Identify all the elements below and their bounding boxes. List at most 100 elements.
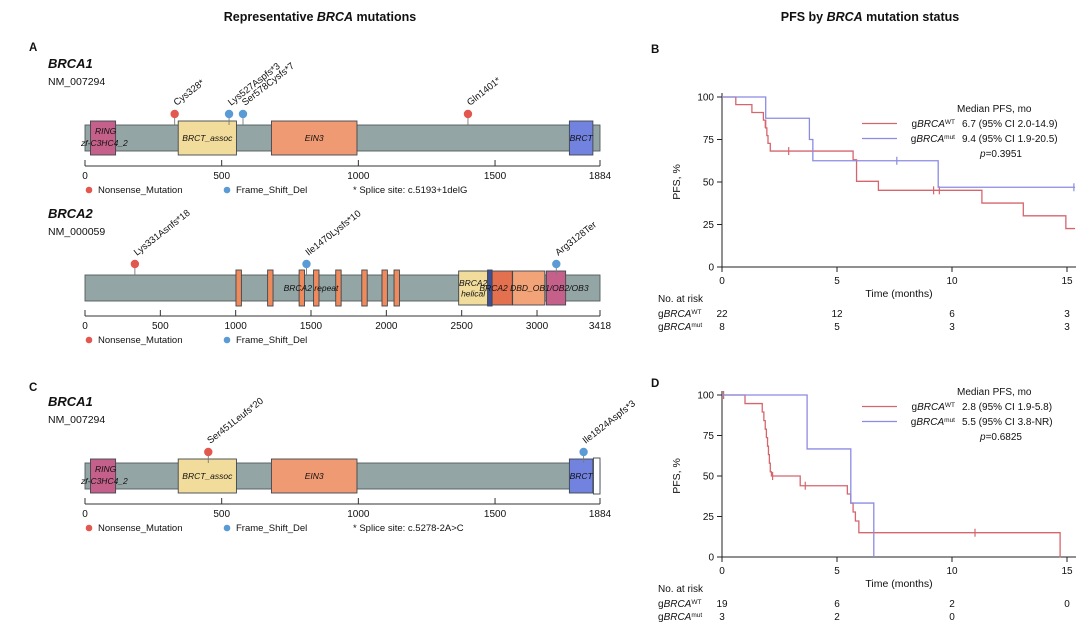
km-plot-b: 0 25 50 75 100 0 5 10 15 Time (months) PFS, % Media…: [658, 93, 1076, 333]
domain-label-EIN3: EIN3: [305, 471, 324, 481]
legend-label: Nonsense_Mutation: [98, 523, 183, 534]
domain-BRCT: [568, 458, 594, 494]
panel-a-brca1-lollipop: BRCA1 NM_007294 BRCT_assoc EIN3 BRCT RING zf-C…: [40, 54, 640, 219]
km-curve-gBRCA-mut: [722, 96, 1076, 188]
aa-axis-tick-label: 0: [82, 321, 88, 332]
risk-value: 0: [1064, 599, 1070, 610]
x-tick-label: 5: [834, 276, 840, 287]
mutation-dot-frameshift: [579, 447, 588, 457]
domain-BRC-repeat-1: [235, 269, 242, 307]
p-value: p=0.3951: [979, 149, 1022, 160]
panel-c-brca1-lollipop: BRCA1 NM_007294 BRCT_assoc EIN3 BRCT RING zf-C…: [40, 392, 640, 567]
gene-name: BRCA1: [48, 56, 93, 71]
risk-value: 3: [719, 612, 725, 623]
domain-label-EIN3: EIN3: [305, 133, 324, 143]
risk-table-header: No. at risk: [658, 294, 704, 305]
legend-series-name: gBRCAmut: [911, 134, 955, 145]
domain-OB2: [512, 270, 546, 306]
mutation-dot-frameshift: [238, 109, 248, 119]
aa-axis-tick-label: 500: [213, 509, 230, 520]
aa-axis-tick-label: 1000: [225, 321, 248, 332]
domain-BRC-repeat-8: [393, 269, 400, 307]
domain-label-zf: zf-C3HC4_2: [80, 138, 128, 148]
p-value: p=0.6825: [979, 432, 1022, 443]
y-tick-label: 50: [703, 472, 715, 483]
aa-axis-tick-label: 1884: [589, 509, 612, 520]
domain-label-BRCT: BRCT: [570, 133, 594, 143]
mutation-dot-nonsense: [204, 447, 213, 457]
y-tick-label: 50: [703, 178, 715, 189]
gene-name: BRCA2: [48, 206, 94, 221]
domain-EIN3: [270, 458, 358, 494]
panel-label-c: C: [29, 382, 38, 394]
mutation-dot-frameshift: [302, 259, 311, 269]
km-curve-gBRCA-mut: [722, 394, 875, 557]
legend-label: Frame_Shift_Del: [236, 185, 307, 196]
aa-axis-tick-label: 500: [213, 171, 230, 182]
domain-BRCT_assoc: [177, 458, 237, 494]
risk-row-label: gBRCAWT: [658, 309, 701, 320]
risk-value: 8: [719, 322, 725, 333]
mutation-label: Ile1470Lysfs*10: [304, 208, 364, 258]
x-tick-label: 10: [946, 566, 958, 577]
domain-label-zf: zf-C3HC4_2: [80, 476, 128, 486]
x-tick-label: 0: [719, 566, 725, 577]
legend-series-name: gBRCAWT: [912, 402, 955, 413]
km-curve-gBRCA-WT: [722, 96, 1076, 230]
aa-axis-tick-label: 500: [152, 321, 169, 332]
aa-axis-tick-label: 3000: [526, 321, 549, 332]
domain-BRC-repeat-7: [381, 269, 388, 307]
mutation-label: Cys328*: [172, 77, 207, 108]
legend-median-value: 2.8 (95% CI 1.9-5.8): [962, 402, 1052, 413]
aa-axis-tick-label: 0: [82, 509, 88, 520]
panel-label-a: A: [29, 42, 38, 54]
legend-series-name: gBRCAWT: [912, 119, 955, 130]
risk-value: 2: [834, 612, 840, 623]
mutation-dot-nonsense: [463, 109, 473, 119]
legend-dot-nonsense: [85, 336, 93, 344]
y-tick-label: 100: [697, 391, 714, 402]
splice-site-note: * Splice site: c.5193+1delG: [353, 185, 467, 196]
domain-label-BRCT_assoc: BRCT_assoc: [182, 133, 233, 143]
km-plot-d: 0 25 50 75 100 0 5 10 15 Time (months) PFS, % Media…: [658, 387, 1076, 623]
risk-table-header: No. at risk: [658, 584, 704, 595]
right-column-title: PFS by BRCA mutation status: [780, 10, 960, 24]
y-tick-label: 25: [703, 512, 715, 523]
domain-BRCT: [568, 120, 594, 156]
legend-median-value: 5.5 (95% CI 3.8-NR): [962, 417, 1053, 428]
legend-label: Frame_Shift_Del: [236, 523, 307, 534]
domain-BRCT_assoc: [177, 120, 237, 156]
aa-axis-tick-label: 1000: [347, 509, 370, 520]
legend-label: Frame_Shift_Del: [236, 335, 307, 346]
domain-RING: [90, 458, 117, 494]
brca2-dbd-label: BRCA2 DBD_OB1/OB2/OB3: [479, 283, 588, 293]
legend-median-value: 9.4 (95% CI 1.9-20.5): [962, 134, 1058, 145]
brca2-helical-label: helical: [461, 288, 486, 298]
brca1-lollipop-plot-c: BRCA1 NM_007294 BRCT_assoc EIN3 BRCT RING zf-C…: [48, 394, 638, 534]
transcript-id: NM_007294: [48, 76, 105, 88]
km-curve-gBRCA-WT: [722, 394, 1061, 558]
domain-label-ring: RING: [95, 464, 117, 474]
domain-BRC-repeat-6: [361, 269, 368, 307]
domain-c-terminal: [592, 457, 601, 495]
aa-axis-tick-label: 3418: [589, 321, 612, 332]
risk-row-label: gBRCAmut: [658, 322, 702, 333]
legend-dot-nonsense: [85, 524, 93, 532]
mutation-dot-nonsense: [130, 259, 140, 269]
risk-value: 2: [949, 599, 955, 610]
mutation-dot-frameshift: [552, 259, 561, 269]
legend-median-value: 6.7 (95% CI 2.0-14.9): [962, 119, 1058, 130]
panel-d-km-plot: 0 25 50 75 100 0 5 10 15 Time (months) PFS, % Media…: [650, 385, 1090, 642]
risk-value: 22: [716, 309, 728, 320]
splice-site-note: * Splice site: c.5278-2A>C: [353, 523, 464, 534]
x-tick-label: 0: [719, 276, 725, 287]
aa-axis-tick-label: 1000: [347, 171, 370, 182]
brca2-helical-label: BRCA2: [459, 278, 488, 288]
panel-label-b: B: [651, 44, 660, 56]
legend-dot-frameshift: [223, 336, 231, 344]
risk-row-label: gBRCAmut: [658, 612, 702, 623]
domain-BRCA2-helical: [458, 270, 489, 306]
domain-BRC-repeat-4: [313, 269, 320, 307]
mutation-label: Gln1401*: [465, 75, 503, 108]
